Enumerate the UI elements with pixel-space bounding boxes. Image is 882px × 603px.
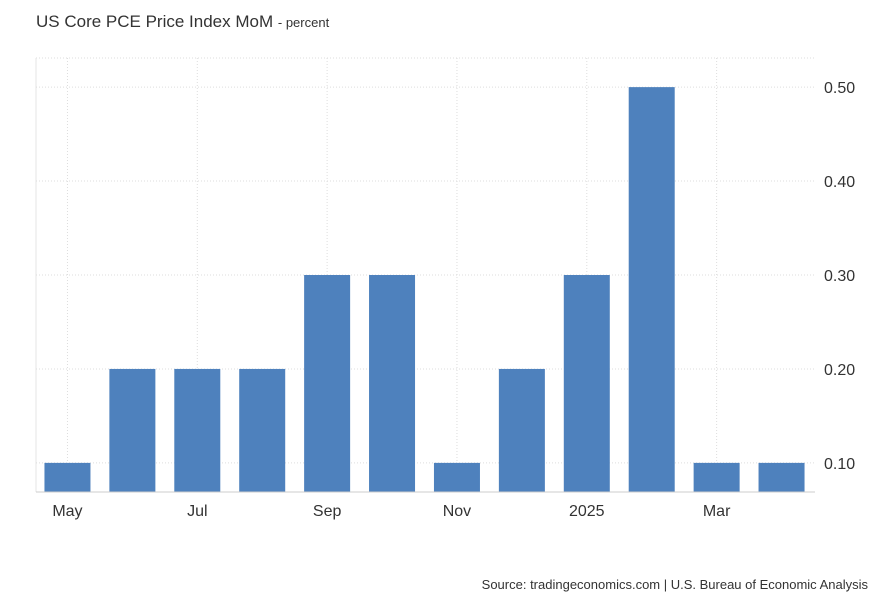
y-tick-label: 0.30: [824, 268, 855, 285]
bar-sep: [304, 275, 351, 492]
bar-feb: [628, 87, 675, 492]
bar-may: [44, 462, 91, 492]
y-tick-label: 0.40: [824, 174, 855, 191]
source-note: Source: tradingeconomics.com | U.S. Bure…: [481, 577, 868, 592]
y-tick-label: 0.50: [824, 80, 855, 97]
bar-aug: [239, 368, 286, 492]
x-tick-label: 2025: [569, 503, 605, 520]
y-tick-label: 0.20: [824, 362, 855, 379]
x-tick-label: Jul: [187, 503, 207, 520]
bar-jul: [174, 368, 221, 492]
x-tick-label: Mar: [703, 503, 731, 520]
bar-mar: [693, 462, 740, 492]
x-tick-label: May: [52, 503, 82, 520]
bar-oct: [369, 275, 416, 492]
bar-nov: [433, 462, 480, 492]
x-tick-label: Sep: [313, 503, 342, 520]
y-tick-label: 0.10: [824, 456, 855, 473]
bar-2025: [563, 275, 610, 492]
bar-dec: [498, 368, 545, 492]
bar-jun: [109, 368, 156, 492]
x-tick-label: Nov: [443, 503, 471, 520]
subtitle-text: - percent: [277, 15, 330, 30]
chart-title: US Core PCE Price Index MoM - percent: [36, 12, 329, 32]
bar-apr: [758, 462, 805, 492]
title-text: US Core PCE Price Index MoM: [36, 12, 274, 31]
